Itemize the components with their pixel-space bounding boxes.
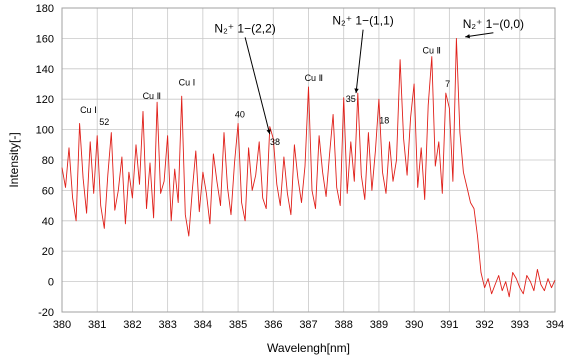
peak-annotation: 7 [445,79,450,89]
y-tick-label: 160 [36,33,54,45]
band-arrow-head [354,88,359,94]
peak-annotation: 38 [270,137,280,147]
band-arrow [244,37,271,135]
series-line [61,37,556,298]
x-tick-label: 388 [335,319,353,331]
x-tick-label: 382 [123,319,141,331]
y-tick-label: 40 [42,216,54,228]
peak-annotation: 35 [346,94,356,104]
x-tick-label: 394 [546,319,564,331]
x-axis-title: Wavelengh[nm] [267,341,350,355]
x-tick-label: 392 [475,319,493,331]
band-arrow-head [465,34,470,39]
grid-lines [61,7,556,313]
tick-labels: -20 0 20 40 60 80 100 120 140 160 180 380 381 382 383 3… [36,3,565,331]
y-tick-label: 100 [36,125,54,137]
x-tick-label: 380 [53,319,71,331]
x-tick-label: 387 [299,319,317,331]
x-tick-label: 384 [194,319,212,331]
x-tick-label: 389 [370,319,388,331]
x-tick-label: 383 [158,319,176,331]
y-tick-label: 80 [42,155,54,167]
x-tick-label: 385 [229,319,247,331]
band-arrow-head [266,129,271,135]
peak-annotation: 52 [99,117,109,127]
peak-annotation: Cu Ⅱ [143,91,161,101]
plot-frame [61,7,556,313]
x-tick-label: 381 [88,319,106,331]
peak-annotation: Cu Ⅱ [305,73,323,83]
x-tick-label: 390 [405,319,423,331]
x-tick-label: 386 [264,319,282,331]
y-tick-label: 60 [42,185,54,197]
peak-annotation: 40 [235,109,245,119]
x-tick-label: 391 [440,319,458,331]
y-tick-label: -20 [38,307,54,319]
peak-annotation: Cu Ⅰ [179,78,196,88]
y-tick-label: 20 [42,246,54,258]
peak-annotation: 18 [379,116,389,126]
peak-annotation: Cu Ⅰ [80,105,97,115]
band-label: N₂⁺ 1−(2,2) [214,21,275,35]
peak-annotation: Cu Ⅱ [423,46,441,56]
y-tick-label: 180 [36,3,54,15]
y-axis-title: Intensity[-] [7,132,21,187]
x-tick-label: 393 [511,319,529,331]
y-tick-label: 120 [36,94,54,106]
band-label: N₂⁺ 1−(0,0) [463,17,524,31]
y-tick-label: 140 [36,64,54,76]
y-tick-label: 0 [48,277,54,289]
series-layer [61,37,556,298]
band-label: N₂⁺ 1−(1,1) [332,14,393,28]
band-arrow [465,32,494,38]
band-arrow [355,29,364,94]
